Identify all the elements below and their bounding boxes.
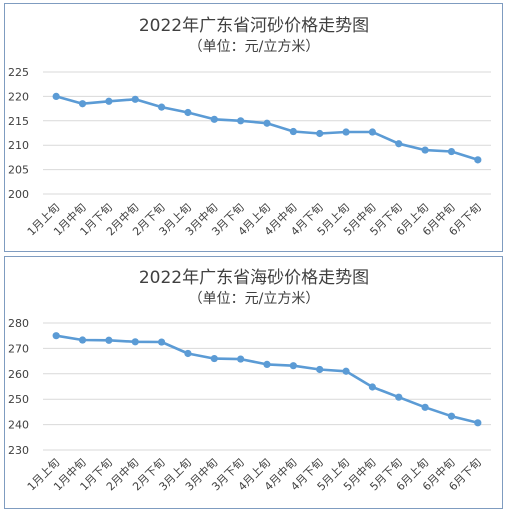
y-tick-label: 270 [8, 342, 29, 355]
y-tick-label: 210 [8, 139, 29, 152]
data-point [342, 367, 350, 375]
data-point [184, 349, 192, 358]
y-tick-label: 215 [8, 115, 29, 128]
chart-title: 2022年广东省河砂价格走势图 [139, 16, 369, 36]
data-point [157, 103, 166, 111]
data-point [105, 336, 113, 344]
y-tick-label: 230 [8, 444, 29, 457]
data-point [210, 115, 218, 123]
chart-title: 2022年广东省海砂价格走势图 [139, 268, 369, 288]
y-tick-label: 250 [8, 393, 29, 406]
river-sand-chart-panel: 2022年广东省河砂价格走势图 （单位：元/立方米） 200 205 210 215 2… [4, 3, 503, 252]
chart-subtitle: （单位：元/立方米） [189, 291, 320, 307]
sea-sand-chart-panel: 2022年广东省海砂价格走势图 （单位：元/立方米） 230 240 250 260 2… [4, 256, 503, 509]
data-point [395, 393, 403, 401]
data-point [78, 100, 87, 108]
y-tick-label: 220 [8, 90, 29, 103]
data-point [105, 97, 113, 105]
y-tick-label: 205 [8, 164, 29, 177]
data-point [210, 354, 218, 363]
y-tick-label: 200 [8, 188, 29, 201]
data-point [447, 412, 456, 420]
data-point [368, 128, 377, 136]
data-point [316, 129, 324, 138]
data-point [237, 117, 245, 125]
data-point [447, 147, 456, 156]
data-point [474, 419, 482, 427]
data-point [289, 362, 297, 370]
data-point [421, 146, 429, 154]
data-point [52, 92, 60, 100]
data-point [368, 383, 377, 391]
data-point [52, 332, 60, 340]
y-tick-label: 225 [8, 66, 29, 79]
y-tick-label: 280 [8, 317, 29, 330]
data-point [289, 127, 297, 136]
data-point [184, 108, 192, 117]
data-point [342, 128, 350, 136]
y-tick-label: 260 [8, 368, 29, 381]
data-point [131, 338, 139, 346]
data-point [474, 156, 482, 164]
data-point [78, 336, 87, 344]
chart-subtitle: （单位：元/立方米） [189, 39, 320, 55]
data-point [237, 355, 245, 363]
data-point [316, 365, 324, 374]
data-point [395, 140, 403, 148]
data-point [131, 95, 139, 103]
data-point [263, 119, 271, 127]
series-line [55, 95, 479, 162]
data-point [421, 403, 429, 411]
sea-sand-chart: 2022年广东省海砂价格走势图 （单位：元/立方米） 230 240 250 260 2… [8, 268, 491, 493]
y-tick-label: 240 [8, 419, 29, 432]
data-point [157, 338, 166, 346]
river-sand-chart: 2022年广东省河砂价格走势图 （单位：元/立方米） 200 205 210 215 2… [8, 16, 491, 238]
data-point [263, 360, 271, 369]
